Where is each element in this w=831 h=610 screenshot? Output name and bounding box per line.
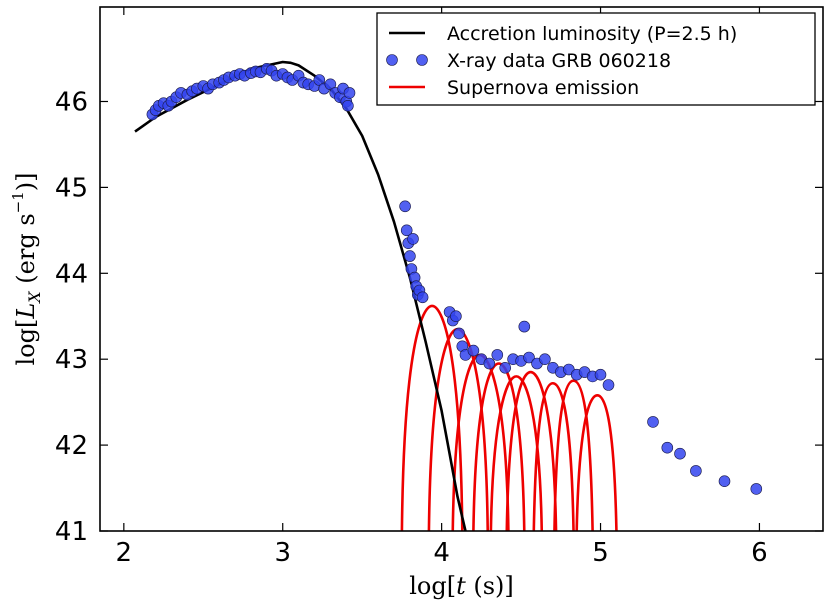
y-tick-label: 46 (55, 87, 88, 117)
xray-point (450, 310, 462, 323)
xray-point (483, 357, 496, 370)
xray-point (539, 353, 551, 366)
supernova-curve (400, 304, 464, 531)
supernova-curves (400, 304, 618, 531)
y-tick-label: 43 (55, 345, 88, 375)
xray-point (750, 483, 763, 495)
xray-point (342, 100, 354, 112)
x-tick-label: 6 (751, 538, 768, 568)
xray-point (718, 475, 731, 488)
xray-point (404, 250, 416, 262)
x-tick-label: 4 (433, 538, 450, 568)
xray-point (661, 441, 674, 454)
y-tick-label: 44 (55, 259, 88, 289)
xray-points (146, 63, 763, 495)
xray-point (416, 291, 429, 304)
legend-swatch (416, 54, 428, 66)
xray-point (690, 465, 702, 477)
xray-point (491, 349, 504, 361)
x-axis-title: log[t (s)] (409, 572, 514, 600)
legend-swatch (386, 54, 398, 66)
xray-point (594, 368, 607, 381)
y-tick-label: 41 (55, 517, 88, 547)
legend-label: Supernova emission (447, 77, 639, 99)
xray-point (343, 87, 356, 99)
xray-point (499, 361, 512, 374)
legend: Accretion luminosity (P=2.5 h) X-ray data… (376, 12, 816, 106)
xray-point (674, 447, 686, 460)
x-tick-label: 2 (116, 538, 133, 568)
y-tick-label: 45 (55, 173, 88, 203)
x-tick-label: 3 (274, 538, 291, 568)
supernova-curve (575, 393, 618, 531)
xray-point (602, 379, 615, 391)
xray-point (400, 224, 413, 237)
plot-frame (99, 6, 824, 532)
y-axis-title: log[LX (erg s−1)] (9, 172, 44, 365)
xray-point (647, 416, 659, 428)
xray-point (523, 351, 535, 364)
supernova-curve (553, 379, 594, 531)
xray-point (467, 344, 480, 357)
supernova-curve (532, 381, 575, 531)
xray-point (407, 233, 419, 245)
y-tick-label: 42 (55, 431, 88, 461)
legend-label: Accretion luminosity (P=2.5 h) (447, 23, 737, 45)
xray-point (453, 327, 465, 340)
supernova-curve (472, 362, 526, 531)
supernova-curve (505, 370, 558, 531)
legend-label: X-ray data GRB 060218 (447, 50, 671, 72)
xray-point (399, 200, 411, 213)
x-tick-label: 5 (592, 538, 609, 568)
legend-box (376, 12, 816, 106)
xray-point (518, 320, 531, 333)
